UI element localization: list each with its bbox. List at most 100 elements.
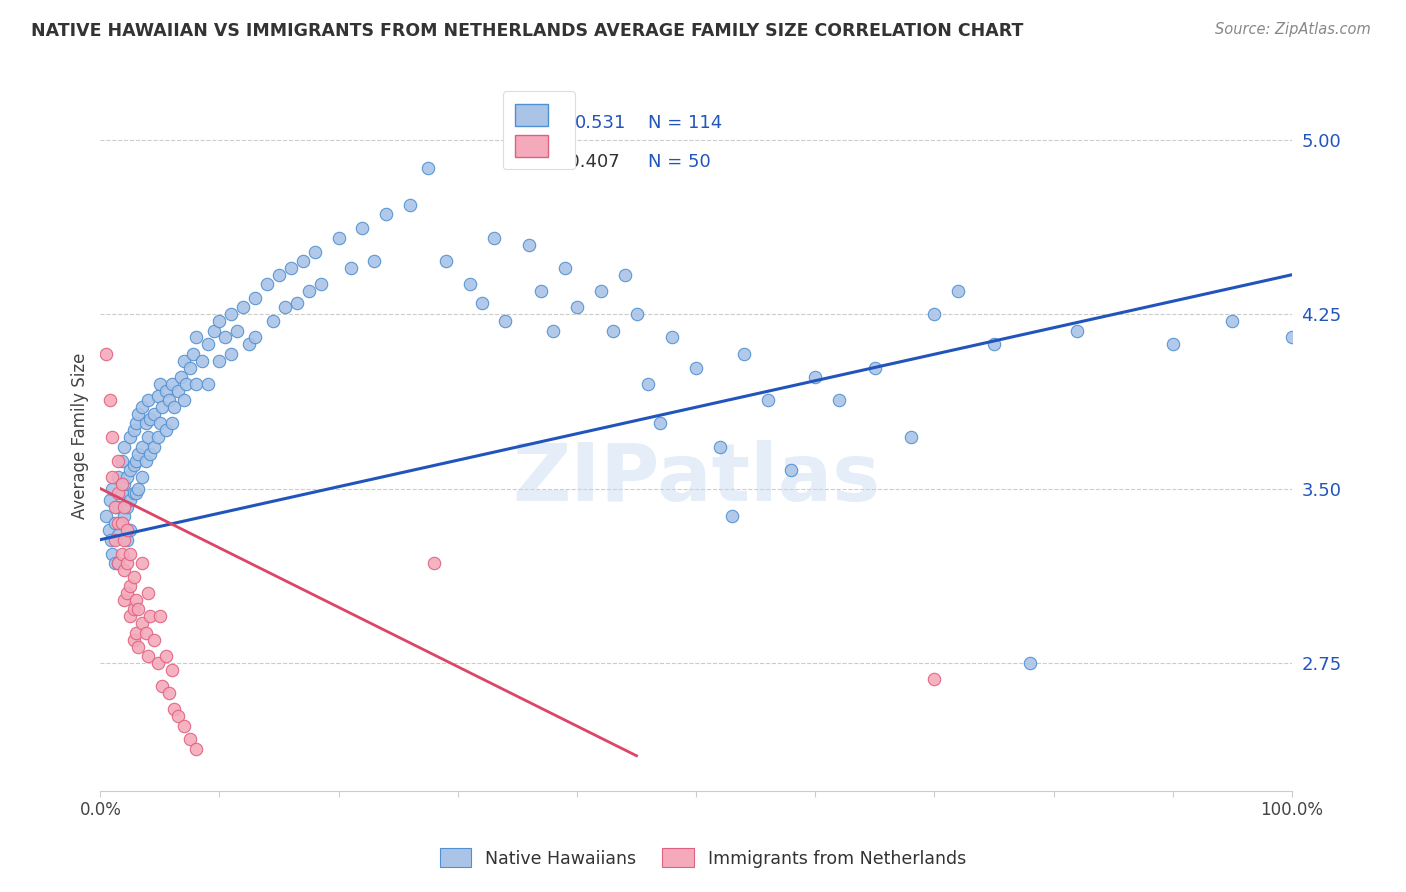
Text: N = 50: N = 50 [648,153,711,170]
Point [131,440,153,454]
Point [111,486,134,500]
Point [122,602,145,616]
Point [416,161,439,175]
Point [115,586,138,600]
Point [280,260,302,275]
Point [120,524,142,538]
Point [112,500,135,515]
Point [107,470,129,484]
Legend: , : , [502,91,575,169]
Y-axis label: Average Family Size: Average Family Size [72,353,89,519]
Point [115,533,138,547]
Point [135,625,157,640]
Point [101,470,124,484]
Point [150,679,173,693]
Point [98,493,121,508]
Point [100,533,122,547]
Point [115,500,138,515]
Point [721,509,744,524]
Point [107,556,129,570]
Point [111,516,134,531]
Point [661,330,683,344]
Point [149,376,172,391]
Point [541,324,564,338]
Point [232,300,254,314]
Point [983,337,1005,351]
Point [122,458,145,473]
Point [136,393,159,408]
Point [828,393,851,408]
Point [363,253,385,268]
Point [127,407,149,421]
Text: 0.531: 0.531 [575,114,626,132]
Point [221,347,243,361]
Point [107,556,129,570]
Point [637,376,659,391]
Point [709,440,731,454]
Point [146,430,169,444]
Point [122,424,145,438]
Point [107,453,129,467]
Text: Source: ZipAtlas.com: Source: ZipAtlas.com [1215,22,1371,37]
Point [163,702,186,716]
Point [423,556,446,570]
Point [262,314,284,328]
Point [924,307,946,321]
Point [149,609,172,624]
Point [328,230,350,244]
Point [602,324,624,338]
Point [104,500,127,515]
Point [626,307,648,321]
Point [267,268,290,282]
Point [166,709,188,723]
Point [111,516,134,531]
Point [139,447,162,461]
Point [135,417,157,431]
Point [104,516,127,531]
Point [202,324,225,338]
Point [613,268,636,282]
Point [96,347,118,361]
Point [115,470,138,484]
Point [136,430,159,444]
Point [291,253,314,268]
Point [565,300,588,314]
Point [155,648,177,663]
Point [107,516,129,531]
Point [127,640,149,654]
Point [104,556,127,570]
Point [494,314,516,328]
Point [120,463,142,477]
Point [339,260,361,275]
Point [120,493,142,508]
Point [98,393,121,408]
Point [111,476,134,491]
Point [179,732,201,747]
Point [733,347,755,361]
Point [245,291,267,305]
Point [804,370,827,384]
Point [1161,337,1184,351]
Point [245,330,267,344]
Point [184,330,207,344]
Point [125,453,148,467]
Text: NATIVE HAWAIIAN VS IMMIGRANTS FROM NETHERLANDS AVERAGE FAMILY SIZE CORRELATION C: NATIVE HAWAIIAN VS IMMIGRANTS FROM NETHE… [31,22,1024,40]
Point [948,284,970,298]
Point [554,260,576,275]
Text: ZIPatlas: ZIPatlas [512,440,880,517]
Point [125,417,148,431]
Point [115,556,138,570]
Point [160,417,183,431]
Point [122,632,145,647]
Point [173,353,195,368]
Point [122,486,145,500]
Point [115,524,138,538]
Point [197,337,219,351]
Point [143,440,166,454]
Text: R =: R = [523,114,557,132]
Point [101,547,124,561]
Point [125,593,148,607]
Point [122,570,145,584]
Point [97,524,120,538]
Point [160,663,183,677]
